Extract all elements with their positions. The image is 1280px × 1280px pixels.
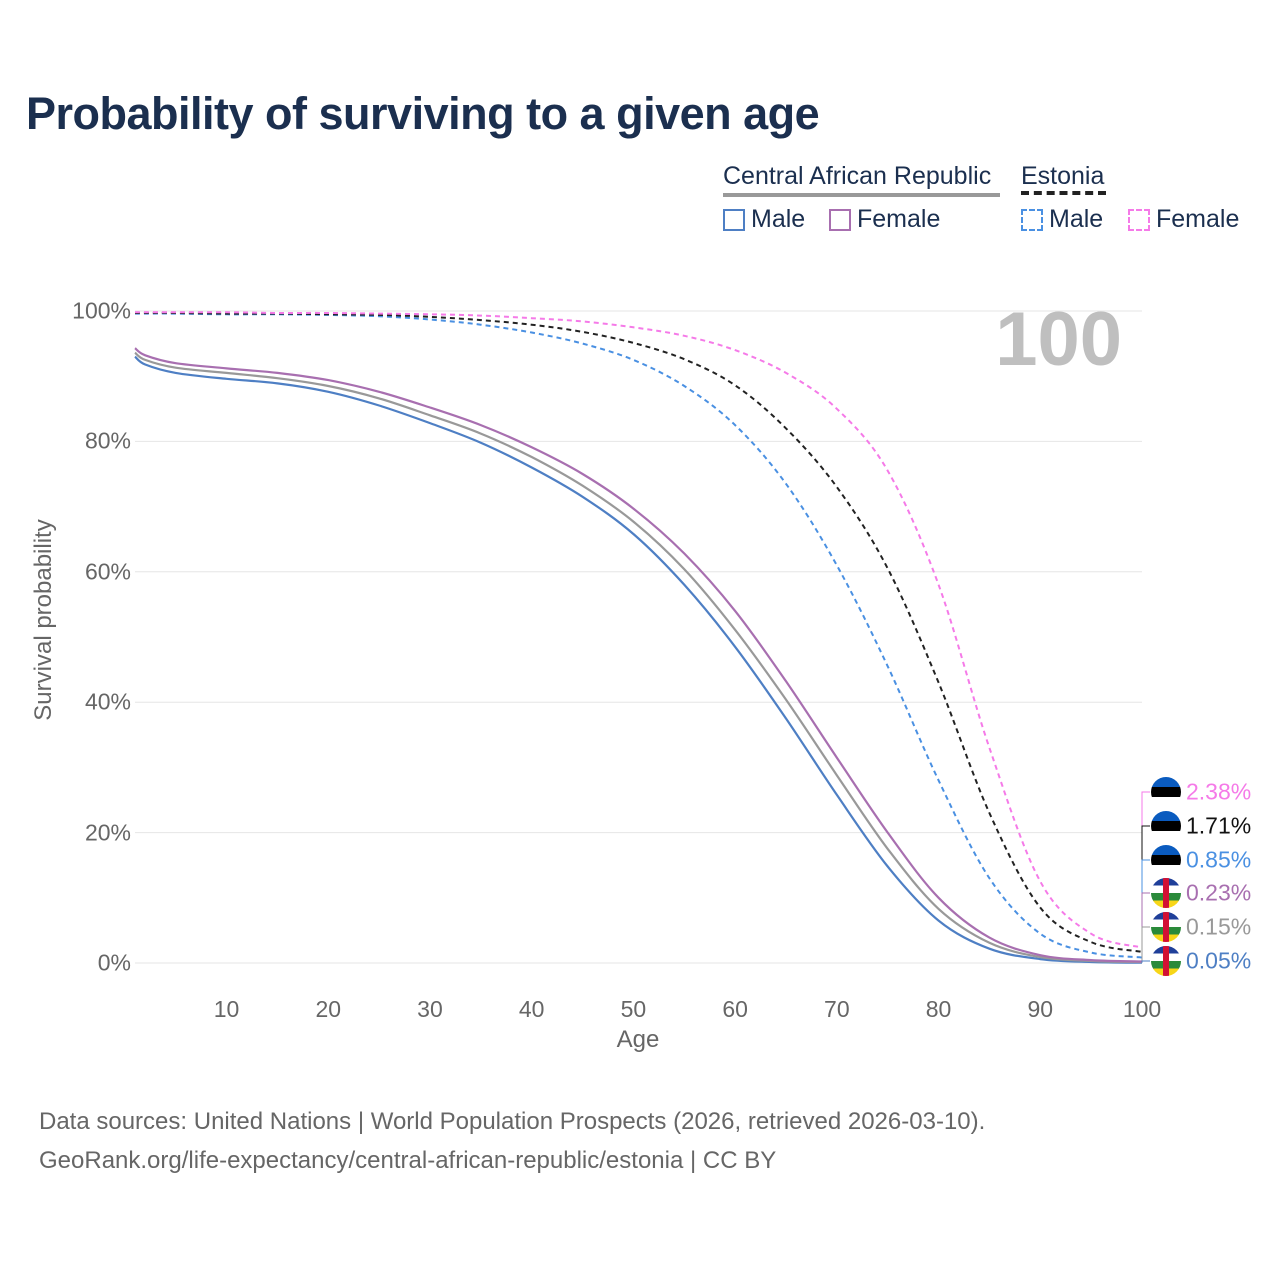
x-tick-label: 40 (518, 996, 545, 1022)
estonia-flag-icon (1151, 777, 1181, 807)
end-value-label: 0.23% (1186, 879, 1252, 906)
end-label-connector (1141, 825, 1150, 952)
end-label-connector (1141, 791, 1150, 948)
legend-item-car-female[interactable]: Female (829, 205, 940, 234)
legend-label-estonia-female: Female (1156, 205, 1240, 233)
x-tick-label: 60 (722, 996, 748, 1022)
end-value-label: 2.38% (1186, 778, 1252, 805)
legend-title-car[interactable]: Central African Republic (723, 162, 992, 190)
y-tick-label: 80% (84, 427, 131, 454)
series-line-2 (134, 347, 1143, 963)
source-line-2[interactable]: GeoRank.org/life-expectancy/central-afri… (39, 1147, 777, 1174)
y-tick-label: 40% (84, 688, 131, 715)
car-flag-icon (1151, 878, 1181, 908)
legend-line-car (723, 193, 1000, 197)
estonia-flag-icon (1151, 845, 1181, 875)
legend-swatch-estonia-male (1021, 208, 1043, 231)
x-tick-label: 70 (824, 996, 850, 1022)
estonia-flag-icon (1151, 811, 1181, 841)
end-label-connector (1141, 859, 1150, 958)
end-value-label: 0.05% (1186, 947, 1252, 974)
x-tick-label: 20 (315, 996, 342, 1022)
legend-title-estonia[interactable]: Estonia (1021, 162, 1105, 190)
series-line-5 (135, 311, 1143, 949)
legend-label-estonia-male: Male (1049, 205, 1104, 233)
x-tick-label: 80 (925, 996, 952, 1022)
series-line-4 (135, 311, 1143, 953)
legend-item-estonia-male[interactable]: Male (1021, 205, 1103, 234)
legend-swatch-estonia-female (1128, 208, 1150, 231)
gridlines (135, 310, 1142, 964)
car-flag-icon (1151, 946, 1181, 976)
series-line-3 (135, 312, 1143, 959)
series-lines (134, 311, 1143, 964)
end-label-connector (1141, 960, 1150, 963)
legend-swatch-car-male (723, 208, 745, 231)
end-label-connector (1141, 926, 1150, 962)
legend-label-car-male: Male (751, 205, 806, 233)
series-line-0 (134, 355, 1143, 964)
end-value-label: 1.71% (1186, 812, 1252, 839)
series-line-1 (134, 351, 1143, 964)
x-tick-label: 100 (1122, 996, 1162, 1022)
legend-swatch-car-female (829, 208, 851, 231)
y-tick-label: 60% (84, 558, 131, 585)
legend-item-car-male[interactable]: Male (723, 205, 805, 234)
legend-line-estonia (1021, 191, 1106, 195)
legend-label-car-female: Female (857, 205, 941, 233)
legend-item-estonia-female[interactable]: Female (1128, 205, 1239, 234)
y-tick-label: 0% (97, 949, 131, 976)
car-flag-icon (1151, 912, 1181, 942)
end-markers (1141, 777, 1181, 976)
x-axis-title: Age (616, 1026, 660, 1053)
x-tick-label: 10 (213, 996, 240, 1022)
chart-title: Probability of surviving to a given age (26, 88, 820, 139)
end-value-label: 0.85% (1186, 846, 1252, 873)
x-tick-label: 90 (1027, 996, 1054, 1022)
x-tick-label: 30 (417, 996, 443, 1022)
source-line-1: Data sources: United Nations | World Pop… (39, 1108, 986, 1135)
x-tick-label: 50 (620, 996, 647, 1022)
end-value-label: 0.15% (1186, 913, 1252, 940)
y-tick-label: 20% (84, 819, 131, 846)
y-tick-label: 100% (72, 297, 131, 324)
